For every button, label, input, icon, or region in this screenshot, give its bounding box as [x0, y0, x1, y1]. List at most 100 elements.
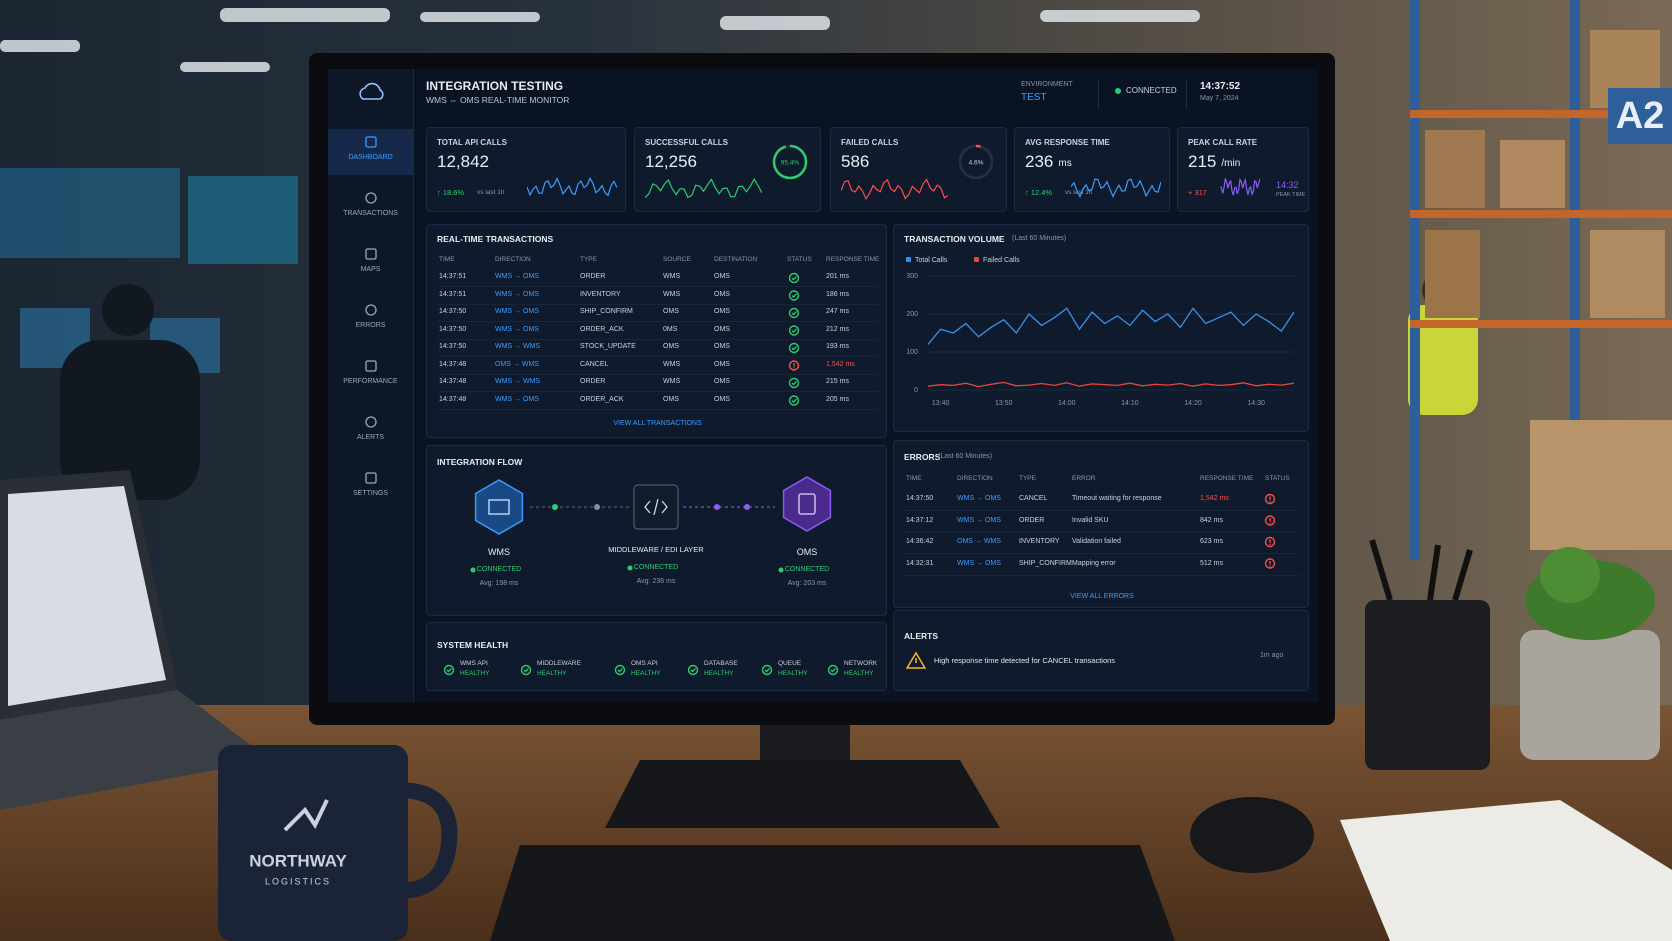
panel-title: INTEGRATION FLOW — [437, 457, 523, 467]
table-cell: ORDER — [1019, 516, 1045, 524]
view-all-link[interactable]: VIEW ALL ERRORS — [1070, 593, 1134, 600]
health-status: HEALTHY — [844, 670, 874, 677]
alert-time: 1m ago — [1260, 652, 1284, 659]
transactions-panel: REAL-TIME TRANSACTIONS TIME DIRECTION TYPE S… — [426, 224, 887, 438]
connector-dot — [594, 504, 600, 510]
table-cell: WMS — [663, 378, 681, 385]
health-status: HEALTHY — [778, 670, 808, 677]
table-cell: 186 ms — [826, 290, 849, 298]
table-cell: Invalid SKU — [1072, 516, 1109, 524]
row-divider — [904, 531, 1300, 533]
keyboard — [490, 845, 1175, 941]
check-mark — [764, 667, 770, 673]
exclaim-dot — [1269, 500, 1271, 503]
check-mark — [690, 667, 696, 673]
sidebar-item[interactable]: DASHBOARD — [328, 129, 413, 175]
table-cell: OMS — [663, 308, 679, 315]
sidebar-icon — [365, 472, 377, 484]
node-icon — [488, 499, 510, 515]
check-mark — [446, 667, 452, 673]
health-icons — [443, 664, 839, 676]
sparkline — [527, 176, 617, 197]
errors-panel: ERRORS (Last 60 Minutes) TIME DIRECTION TYPE… — [893, 440, 1309, 608]
clock-date: May 7, 2024 — [1200, 95, 1239, 102]
mug: NORTHWAY LOGISTICS — [218, 745, 458, 941]
table-cell: WMS → WMS — [495, 378, 541, 385]
legend-label: Failed Calls — [983, 257, 1020, 264]
sidebar-label: ALERTS — [356, 434, 385, 441]
table-cell: WMS → OMS — [957, 559, 1001, 567]
icon-shape — [365, 472, 377, 484]
kpi-label: PEAK CALL RATE — [1188, 138, 1258, 147]
sidebar-icon — [365, 304, 377, 316]
exclaim-dot — [1269, 522, 1271, 524]
node-avg: Avg: 203 ms — [787, 580, 827, 587]
clock-time: 14:37:52 — [1200, 81, 1241, 92]
status-ok-icon — [788, 307, 800, 319]
sidebar-icon — [365, 192, 377, 204]
status-ok-icon — [788, 395, 800, 406]
check-mark — [617, 667, 623, 673]
sparkline — [1220, 177, 1260, 197]
sidebar-item[interactable]: TRANSACTIONS — [328, 185, 413, 231]
column-header: TYPE — [580, 256, 597, 263]
y-tick-label: 0 — [914, 387, 918, 394]
table-cell: 14:37:50 — [439, 308, 467, 315]
row-divider — [437, 356, 878, 357]
kpi-change: ↑ 12.4% — [1025, 188, 1053, 197]
sidebar-item[interactable]: MAPS — [328, 241, 413, 287]
table-cell: OMS → WMS — [495, 360, 539, 368]
sidebar-label: MAPS — [360, 266, 381, 273]
table-cell: WMS → WMS — [495, 343, 541, 350]
table-cell: WMS → OMS — [495, 308, 539, 315]
series-line — [927, 381, 1295, 388]
alert-message: High response time detected for CANCEL t… — [934, 656, 1116, 665]
row-divider — [904, 574, 1300, 576]
table-cell: OMS — [714, 360, 730, 368]
column-header: STATUS — [787, 256, 812, 263]
header-subtitle: WMS ⇔ OMS REAL-TIME MONITOR — [426, 95, 570, 105]
kpi-label: AVG RESPONSE TIME — [1025, 138, 1110, 147]
health-status: HEALTHY — [460, 670, 490, 677]
ceiling-lights — [0, 8, 1200, 72]
node-label: MIDDLEWARE / EDI LAYER — [608, 545, 704, 554]
kpi-change: ↑ 18.6% — [437, 188, 465, 197]
icon-shape — [365, 360, 377, 372]
sidebar-item[interactable]: ERRORS — [328, 297, 413, 343]
table-cell: WMS → OMS — [495, 290, 539, 298]
row-divider — [437, 373, 878, 375]
health-status: HEALTHY — [537, 670, 567, 677]
sidebar-item[interactable]: ALERTS — [328, 409, 413, 455]
kpi-label: FAILED CALLS — [841, 138, 899, 147]
table-cell: 842 ms — [1200, 516, 1223, 524]
kpi-card: TOTAL API CALLS 12,842 ↑ 18.6% vs last 1h — [426, 127, 626, 212]
sidebar-item[interactable]: PERFORMANCE — [328, 353, 413, 399]
dot — [1115, 88, 1121, 94]
status-error-icon — [1264, 536, 1276, 548]
status-error-icon — [1264, 493, 1276, 505]
x-tick-label: 14:30 — [1247, 400, 1265, 407]
icon-shape — [365, 304, 377, 316]
view-all-link[interactable]: VIEW ALL TRANSACTIONS — [613, 420, 702, 427]
x-tick-label: 14:20 — [1184, 400, 1202, 407]
ring-gauge: 95.4% — [772, 144, 808, 180]
ring-arc — [772, 144, 808, 180]
table-cell: SHIP_CONFIRM — [1019, 559, 1072, 567]
kpi-value: 236 — [1025, 152, 1054, 171]
node-icon — [798, 493, 816, 515]
sidebar-label: PERFORMANCE — [343, 378, 398, 385]
kpi-card: AVG RESPONSE TIME 236 ms ↑ 12.4% vs last 1h — [1014, 127, 1170, 212]
series-line — [927, 307, 1295, 345]
column-header: DIRECTION — [957, 475, 993, 482]
sparkline-box — [645, 178, 762, 199]
node-label: WMS — [488, 547, 510, 557]
node-status: CONNECTED — [476, 566, 522, 573]
table-cell: OMS — [663, 395, 679, 403]
notebook — [1340, 800, 1672, 941]
sidebar-item[interactable]: SETTINGS — [328, 465, 413, 511]
table-cell: OMS — [663, 343, 679, 350]
status-error-icon — [1264, 515, 1276, 526]
divider — [1186, 79, 1187, 109]
pen-cup — [1365, 539, 1490, 770]
